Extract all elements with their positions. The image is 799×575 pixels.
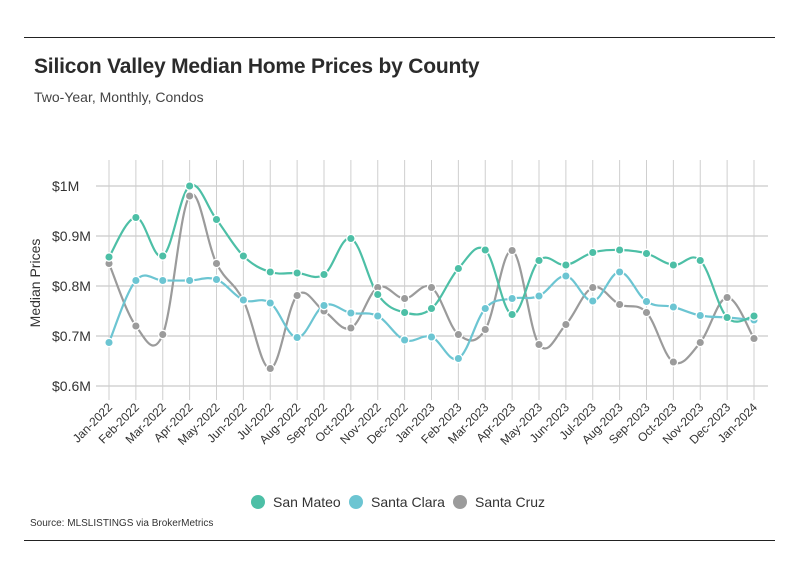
data-point-santa-clara	[614, 267, 625, 277]
data-point-santa-cruz	[641, 307, 652, 318]
data-point-santa-cruz	[453, 329, 464, 340]
data-point-santa-cruz	[668, 357, 679, 367]
data-point-santa-cruz	[507, 245, 517, 256]
chart-title: Silicon Valley Median Home Prices by Cou…	[34, 55, 480, 78]
data-point-san-mateo	[587, 247, 598, 258]
data-point-santa-clara	[426, 332, 437, 342]
data-point-santa-clara	[211, 274, 222, 285]
legend: San Mateo Santa Clara Santa Cruz	[251, 494, 545, 510]
data-point-san-mateo	[534, 255, 544, 266]
data-point-san-mateo	[426, 303, 437, 314]
data-point-san-mateo	[507, 309, 517, 320]
data-point-santa-clara	[346, 308, 356, 318]
data-point-santa-clara	[641, 296, 652, 307]
data-point-santa-cruz	[614, 299, 625, 310]
data-point-santa-clara	[104, 337, 114, 348]
legend-marker-santa-clara	[349, 495, 363, 509]
data-point-san-mateo	[695, 255, 706, 266]
source-note: Source: MLSLISTINGS via BrokerMetrics	[30, 518, 214, 529]
x-axis-ticks: Jan-2022Feb-2022Mar-2022Apr-2022May-2022…	[70, 400, 761, 448]
legend-label-san-mateo: San Mateo	[273, 494, 341, 510]
data-point-san-mateo	[104, 252, 114, 262]
top-rule	[24, 37, 775, 38]
data-point-santa-cruz	[399, 293, 410, 304]
data-point-san-mateo	[722, 312, 732, 323]
data-point-san-mateo	[346, 233, 356, 244]
data-point-san-mateo	[238, 251, 249, 261]
legend-label-santa-clara: Santa Clara	[371, 494, 445, 510]
legend-marker-santa-cruz	[453, 495, 467, 509]
data-point-santa-cruz	[534, 339, 544, 350]
chart-subtitle: Two-Year, Monthly, Condos	[34, 89, 204, 105]
y-tick-label: $0.9M	[52, 228, 91, 244]
data-point-santa-clara	[292, 332, 302, 343]
y-axis-label: Median Prices	[27, 239, 43, 328]
data-point-santa-clara	[480, 303, 491, 314]
data-point-san-mateo	[453, 263, 464, 274]
data-point-santa-cruz	[265, 363, 276, 374]
data-point-san-mateo	[614, 245, 625, 255]
y-tick-label: $0.7M	[52, 328, 91, 344]
data-point-santa-clara	[157, 275, 168, 286]
data-point-san-mateo	[319, 269, 329, 280]
data-point-san-mateo	[561, 260, 571, 270]
legend-label-santa-cruz: Santa Cruz	[475, 494, 545, 510]
data-point-santa-clara	[319, 300, 329, 311]
data-point-san-mateo	[184, 181, 195, 191]
y-tick-label: $0.6M	[52, 378, 91, 394]
data-point-san-mateo	[265, 267, 276, 277]
y-axis-ticks: $1M $0.9M $0.8M $0.7M $0.6M	[52, 178, 91, 394]
data-point-santa-cruz	[722, 292, 732, 303]
bottom-rule	[24, 540, 775, 541]
data-point-san-mateo	[641, 248, 652, 259]
data-point-santa-cruz	[480, 324, 491, 335]
data-point-san-mateo	[131, 212, 141, 223]
data-point-santa-clara	[587, 296, 598, 306]
y-tick-label: $0.8M	[52, 278, 91, 294]
data-point-santa-cruz	[157, 329, 168, 340]
legend-marker-san-mateo	[251, 495, 265, 509]
data-point-santa-clara	[668, 302, 679, 312]
data-point-san-mateo	[749, 311, 759, 321]
data-point-santa-cruz	[587, 282, 598, 293]
y-tick-label: $1M	[52, 178, 79, 194]
data-point-santa-clara	[238, 295, 249, 305]
data-point-santa-cruz	[292, 290, 302, 301]
data-point-santa-cruz	[184, 191, 195, 201]
data-point-san-mateo	[480, 245, 491, 255]
data-point-santa-clara	[399, 335, 410, 345]
data-point-san-mateo	[399, 307, 410, 318]
data-point-santa-clara	[695, 310, 706, 321]
data-point-santa-cruz	[749, 333, 759, 344]
data-point-santa-clara	[131, 275, 141, 286]
data-point-santa-clara	[453, 353, 464, 364]
data-point-santa-cruz	[131, 321, 141, 331]
data-point-santa-clara	[265, 298, 276, 308]
data-point-santa-clara	[184, 275, 195, 286]
data-point-santa-cruz	[695, 337, 706, 348]
data-point-san-mateo	[211, 214, 222, 225]
data-point-santa-clara	[534, 291, 544, 301]
data-point-santa-clara	[507, 293, 517, 304]
data-point-santa-clara	[561, 271, 571, 281]
data-point-san-mateo	[668, 260, 679, 270]
series-line-santa-cruz	[107, 193, 756, 370]
data-point-santa-cruz	[346, 323, 356, 333]
data-point-san-mateo	[292, 268, 302, 278]
data-point-san-mateo	[372, 289, 383, 300]
series-points	[104, 181, 759, 374]
data-point-san-mateo	[157, 251, 168, 261]
data-point-santa-cruz	[426, 282, 437, 293]
data-point-santa-cruz	[561, 319, 571, 330]
data-point-santa-clara	[372, 311, 383, 321]
data-point-santa-cruz	[211, 258, 222, 269]
